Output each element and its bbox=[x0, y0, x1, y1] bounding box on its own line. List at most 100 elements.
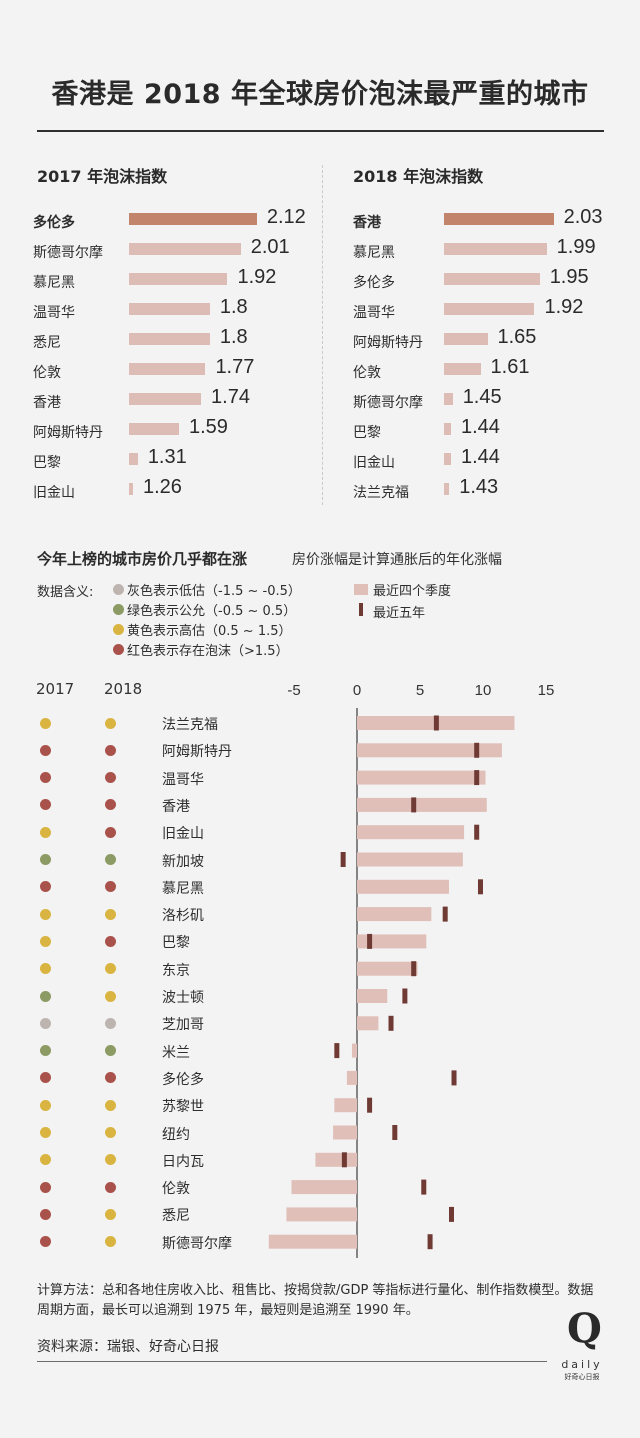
logo-daily: daily bbox=[561, 1358, 603, 1371]
x-tick-label: 15 bbox=[538, 682, 555, 699]
rank-value: 1.65 bbox=[497, 326, 537, 348]
five-year-marker bbox=[388, 1015, 394, 1031]
status-dot-2018 bbox=[105, 1208, 116, 1220]
rank-2018-list: 香港 2.03 慕尼黑 1.99 多伦多 1.95 温哥华 1.92 阿姆斯特丹 1.65 伦敦 1.… bbox=[353, 206, 623, 508]
quarter-growth-bar bbox=[286, 1207, 357, 1222]
city-name: 阿姆斯特丹 bbox=[162, 744, 232, 761]
legend-label: 红色表示存在泡沫（>1.5） bbox=[127, 644, 289, 659]
five-year-marker bbox=[474, 770, 480, 786]
rank-bar bbox=[444, 363, 481, 375]
city-name: 悉尼 bbox=[162, 1208, 190, 1225]
status-dot-2017 bbox=[40, 1208, 51, 1220]
five-year-marker bbox=[341, 1152, 347, 1168]
status-dot-2017 bbox=[40, 908, 51, 920]
five-year-marker bbox=[451, 1070, 457, 1086]
status-dot-2018 bbox=[105, 990, 116, 1002]
quarter-growth-bar bbox=[346, 1070, 357, 1085]
column-2018-heading: 2018 bbox=[104, 680, 143, 698]
rank-bar bbox=[129, 213, 257, 225]
rank-value: 1.92 bbox=[237, 266, 277, 288]
rank-city-name: 巴黎 bbox=[33, 455, 61, 471]
rank-city-name: 阿姆斯特丹 bbox=[33, 425, 103, 441]
logo-q: Q bbox=[567, 1305, 602, 1352]
city-name: 多伦多 bbox=[162, 1071, 204, 1088]
five-year-marker bbox=[477, 879, 483, 895]
rank-city-name: 伦敦 bbox=[33, 365, 61, 381]
rank-bar bbox=[129, 423, 179, 435]
rank-row: 温哥华 1.8 bbox=[33, 296, 313, 328]
x-tick-label: -5 bbox=[287, 682, 300, 699]
quarter-growth-bar bbox=[357, 770, 486, 785]
rank-city-name: 香港 bbox=[353, 215, 381, 231]
rank-bar bbox=[444, 453, 451, 465]
legend-prefix: 数据含义: bbox=[37, 585, 94, 600]
status-dot-2017 bbox=[40, 1017, 51, 1029]
status-dot-2017 bbox=[40, 1072, 51, 1084]
logo-cn: 好奇心日报 bbox=[564, 1373, 600, 1381]
rank-city-name: 巴黎 bbox=[353, 425, 381, 441]
rank-bar bbox=[444, 243, 547, 255]
status-dot-2018 bbox=[105, 935, 116, 947]
rank-bar bbox=[444, 333, 488, 345]
title-rule bbox=[37, 130, 604, 132]
status-dot-2018 bbox=[105, 963, 116, 975]
city-name: 伦敦 bbox=[162, 1181, 190, 1198]
source-note: 资料来源：瑞银、好奇心日报 bbox=[37, 1339, 219, 1355]
city-rows: 法兰克福 阿姆斯特丹 温哥华 香港 旧金山 新加坡 慕尼黑 洛杉矶 巴黎 东京 波士顿 芝加哥 米兰 多伦… bbox=[40, 717, 232, 1252]
status-dot-2017 bbox=[40, 799, 51, 811]
rank-row: 香港 2.03 bbox=[353, 206, 623, 238]
status-dot-2017 bbox=[40, 1127, 51, 1138]
rank-bar bbox=[129, 303, 210, 315]
rank-value: 1.77 bbox=[215, 356, 255, 378]
rank-row: 旧金山 1.44 bbox=[353, 446, 623, 478]
color-legend: 灰色表示低估（-1.5 ~ -0.5） 绿色表示公允（-0.5 ~ 0.5） 黄色表… bbox=[110, 580, 340, 660]
rank-city-name: 慕尼黑 bbox=[33, 275, 75, 291]
status-dot-2018 bbox=[105, 826, 116, 838]
five-year-marker bbox=[433, 715, 439, 731]
five-year-marker bbox=[411, 961, 417, 977]
rank-row: 伦敦 1.61 bbox=[353, 356, 623, 388]
five-year-marker bbox=[427, 1234, 433, 1250]
column-divider bbox=[322, 165, 323, 505]
legend-quarter-swatch bbox=[354, 584, 368, 595]
five-year-marker bbox=[442, 906, 448, 922]
rank-bar bbox=[129, 363, 206, 375]
five-year-marker bbox=[474, 824, 480, 840]
status-dot-2018 bbox=[105, 717, 116, 729]
rank-city-name: 斯德哥尔摩 bbox=[353, 395, 423, 411]
status-dot-2017 bbox=[40, 963, 51, 975]
section-title: 今年上榜的城市房价几乎都在涨 bbox=[37, 550, 248, 568]
five-year-marker bbox=[340, 852, 346, 867]
rank-value: 1.59 bbox=[188, 416, 228, 438]
status-dot-2018 bbox=[105, 1017, 116, 1029]
rank-city-name: 旧金山 bbox=[353, 455, 395, 471]
status-dot-2018 bbox=[105, 1127, 116, 1138]
rank-value: 1.74 bbox=[211, 386, 250, 408]
column-2017-heading: 2017 bbox=[36, 680, 75, 698]
x-tick-label: 0 bbox=[353, 682, 361, 699]
status-dot-2018 bbox=[105, 1154, 116, 1166]
quarter-growth-bar bbox=[357, 961, 418, 976]
status-dot-2017 bbox=[40, 717, 51, 729]
quarter-growth-bar bbox=[334, 1098, 357, 1113]
rank-city-name: 香港 bbox=[33, 395, 61, 411]
five-year-marker bbox=[411, 797, 417, 813]
city-name: 温哥华 bbox=[162, 771, 204, 788]
city-name: 旧金山 bbox=[162, 826, 204, 843]
city-name: 波士顿 bbox=[162, 990, 204, 1006]
status-dot-2018 bbox=[105, 799, 116, 811]
quarter-growth-bar bbox=[357, 743, 502, 758]
rank-2017-list: 多伦多 2.12 斯德哥尔摩 2.01 慕尼黑 1.92 温哥华 1.8 悉尼 1.8 伦敦 1.77… bbox=[33, 206, 313, 508]
rank-bar bbox=[444, 423, 451, 435]
rank-value: 1.8 bbox=[219, 326, 248, 348]
rank-value: 1.43 bbox=[459, 476, 499, 498]
rank-row: 巴黎 1.31 bbox=[33, 446, 313, 478]
rank-bar bbox=[444, 273, 540, 285]
rank-city-name: 阿姆斯特丹 bbox=[353, 335, 423, 351]
rank-bar bbox=[444, 303, 535, 315]
quarter-growth-bar bbox=[357, 989, 388, 1003]
status-dot-2017 bbox=[40, 881, 51, 893]
city-name: 慕尼黑 bbox=[162, 880, 204, 897]
rank-city-name: 悉尼 bbox=[33, 335, 61, 351]
rank-city-name: 伦敦 bbox=[353, 365, 381, 381]
